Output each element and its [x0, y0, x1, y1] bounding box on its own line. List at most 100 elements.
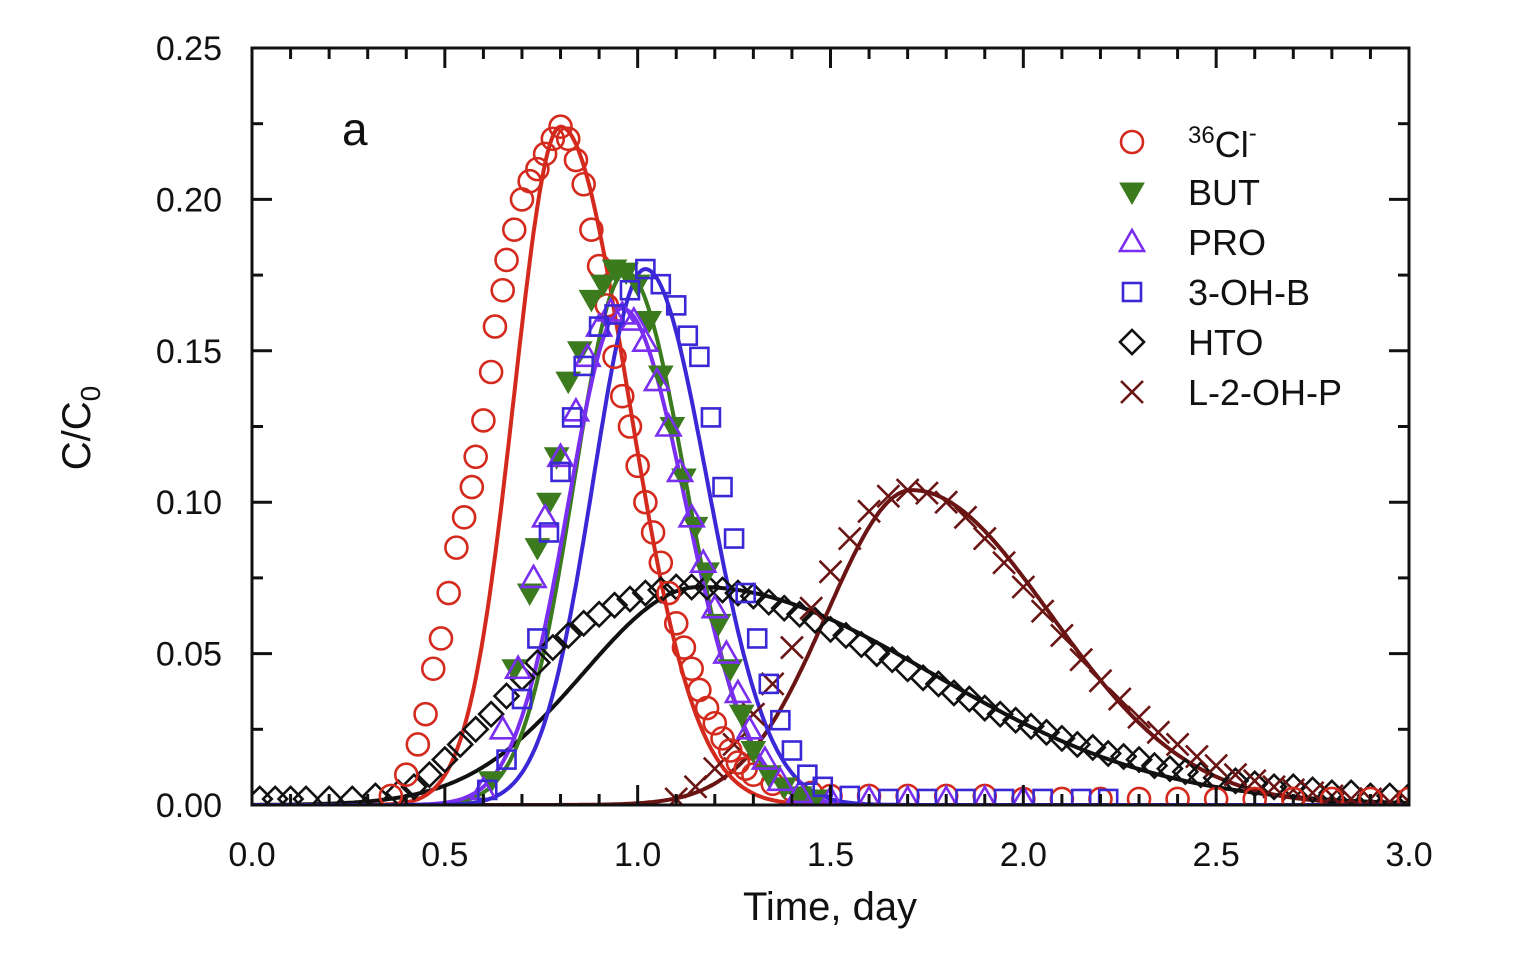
- data-point-diamond-open: [261, 785, 289, 805]
- data-point-circle-open: [602, 344, 627, 370]
- data-point-circle-open: [463, 444, 488, 470]
- data-point-diamond-open: [801, 606, 829, 635]
- data-point-x: [934, 490, 959, 515]
- data-point-square-open: [735, 582, 756, 604]
- data-point-circle-open: [548, 114, 573, 140]
- data-point-diamond-open: [616, 585, 644, 613]
- legend-marker-diamond: [1118, 328, 1146, 356]
- data-point-square-open: [878, 788, 899, 805]
- data-point-triangle-up-open: [735, 714, 764, 740]
- legend-label-hto: HTO: [1188, 322, 1263, 363]
- data-point-x: [1069, 647, 1094, 672]
- data-point-diamond-open: [1048, 724, 1076, 753]
- data-point-diamond-open: [893, 654, 922, 683]
- data-point-square-open: [527, 628, 548, 649]
- data-point-circle-open: [702, 710, 728, 736]
- legend-item-hto: HTO: [1118, 322, 1263, 363]
- data-point-circle-open: [1281, 786, 1306, 805]
- data-point-x: [1204, 753, 1229, 778]
- data-point-diamond-open: [1017, 712, 1045, 741]
- data-markers: [252, 114, 1409, 805]
- data-point-triangle-down-filled: [659, 417, 686, 440]
- data-point-square-open: [700, 407, 722, 428]
- legend-marker-triangle-down: [1119, 182, 1145, 206]
- data-point-diamond-open: [430, 745, 459, 774]
- data-point-triangle-down-filled: [555, 371, 582, 395]
- data-point-square-open: [746, 628, 768, 649]
- legend-cl-sup-after: -: [1249, 120, 1257, 147]
- data-point-x: [1127, 705, 1151, 730]
- data-point-square-open: [712, 476, 733, 498]
- data-point-triangle-down-filled: [636, 311, 663, 334]
- data-point-x: [1223, 762, 1248, 787]
- data-point-circle-open: [563, 147, 589, 173]
- legend-cl-sup: 36: [1188, 122, 1215, 149]
- data-point-diamond-open: [739, 582, 768, 610]
- legend-symbol: [1121, 281, 1143, 303]
- data-point-x: [1011, 575, 1036, 599]
- data-point-circle-open: [540, 126, 566, 152]
- data-point-x: [1242, 768, 1267, 793]
- data-point-x: [760, 671, 785, 696]
- data-point-square-open: [588, 316, 610, 337]
- data-point-square-open: [573, 355, 594, 377]
- legend-label-pro: PRO: [1188, 222, 1266, 263]
- legend-label-l2ohp: L-2-OH-P: [1188, 372, 1342, 413]
- data-point-circle-open: [1242, 786, 1268, 805]
- data-point-triangle-up-open: [488, 714, 517, 740]
- data-point-circle-open: [420, 656, 446, 682]
- data-point-square-open: [689, 346, 710, 368]
- data-point-triangle-up-open: [895, 784, 920, 805]
- data-point-circle-open: [648, 550, 674, 576]
- data-point-square-open: [650, 273, 672, 295]
- x-tick-label: 2.0: [1000, 836, 1047, 874]
- data-point-square-open: [511, 688, 533, 710]
- data-point-circle-open: [378, 783, 404, 805]
- data-point-triangle-up-open: [619, 305, 649, 331]
- data-point-square-open: [604, 304, 625, 325]
- data-point-circle-open: [579, 217, 604, 242]
- data-point-diamond-open: [400, 772, 428, 801]
- data-point-diamond-open: [415, 760, 444, 789]
- data-point-triangle-down-filled: [717, 659, 744, 682]
- data-point-triangle-up-open: [785, 778, 814, 804]
- data-point-triangle-down-filled: [705, 613, 732, 637]
- data-point-diamond-open: [1260, 772, 1288, 801]
- y-tick-label: 0.25: [156, 30, 222, 68]
- x-tick-label: 3.0: [1385, 836, 1432, 874]
- data-point-triangle-up-open: [642, 366, 672, 392]
- data-point-x: [857, 499, 881, 524]
- data-point-diamond-open: [1063, 730, 1092, 759]
- data-point-triangle-up-open: [857, 784, 881, 805]
- data-point-diamond-open: [816, 615, 845, 644]
- data-point-triangle-up-open: [677, 502, 706, 528]
- data-point-x: [799, 596, 824, 621]
- legend-cl-label: Cl: [1215, 124, 1249, 165]
- tick-labels: 0.0 0.5 1.0 1.5 2.0 2.5 3.0 0.00 0.05 0.10 0.15 0.2…: [156, 30, 1433, 874]
- data-point-diamond-open: [338, 785, 367, 805]
- data-point-circle-open: [1126, 786, 1152, 805]
- legend-item-but: BUT: [1119, 172, 1260, 213]
- y-tick-label: 0.00: [156, 787, 222, 825]
- data-point-diamond-open: [585, 600, 613, 629]
- data-point-triangle-up-open: [530, 502, 560, 528]
- data-point-diamond-open: [492, 682, 521, 710]
- legend-item-pro: PRO: [1117, 222, 1266, 263]
- legend-item-3ohb: 3-OH-B: [1121, 272, 1310, 313]
- data-point-triangle-up-open: [723, 678, 753, 704]
- data-point-circle-open: [656, 580, 681, 606]
- data-point-circle-open: [663, 611, 689, 636]
- data-point-diamond-open: [693, 573, 721, 601]
- legend-marker-square: [1121, 281, 1143, 303]
- data-point-x: [702, 756, 727, 781]
- data-point-square-open: [770, 709, 791, 731]
- data-point-diamond-open: [1001, 706, 1030, 735]
- data-point-x: [1281, 777, 1306, 802]
- y-tick-label: 0.10: [156, 484, 222, 522]
- data-point-square-open: [677, 325, 699, 346]
- data-point-x: [1397, 790, 1409, 805]
- data-point-circle-open: [459, 474, 485, 500]
- legend-label-but: BUT: [1188, 172, 1260, 213]
- legend-marker-x: [1120, 380, 1144, 404]
- data-point-circle-open: [501, 217, 527, 242]
